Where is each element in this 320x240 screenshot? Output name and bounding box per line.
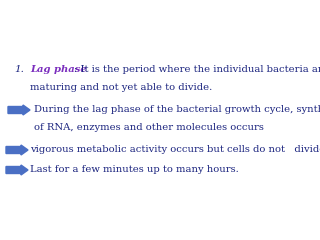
Text: : It is the period where the individual bacteria are: : It is the period where the individual … <box>74 66 320 74</box>
FancyArrow shape <box>6 165 28 175</box>
FancyArrow shape <box>6 145 28 155</box>
Text: During the lag phase of the bacterial growth cycle, synthesis: During the lag phase of the bacterial gr… <box>34 106 320 114</box>
Text: 1.: 1. <box>14 66 24 74</box>
Text: vigorous metabolic activity occurs but cells do not   divide.: vigorous metabolic activity occurs but c… <box>30 145 320 155</box>
Text: of RNA, enzymes and other molecules occurs: of RNA, enzymes and other molecules occu… <box>34 122 264 132</box>
Text: maturing and not yet able to divide.: maturing and not yet able to divide. <box>30 84 212 92</box>
Text: Lag phase: Lag phase <box>30 66 87 74</box>
Text: Last for a few minutes up to many hours.: Last for a few minutes up to many hours. <box>30 166 239 174</box>
FancyArrow shape <box>8 105 30 115</box>
